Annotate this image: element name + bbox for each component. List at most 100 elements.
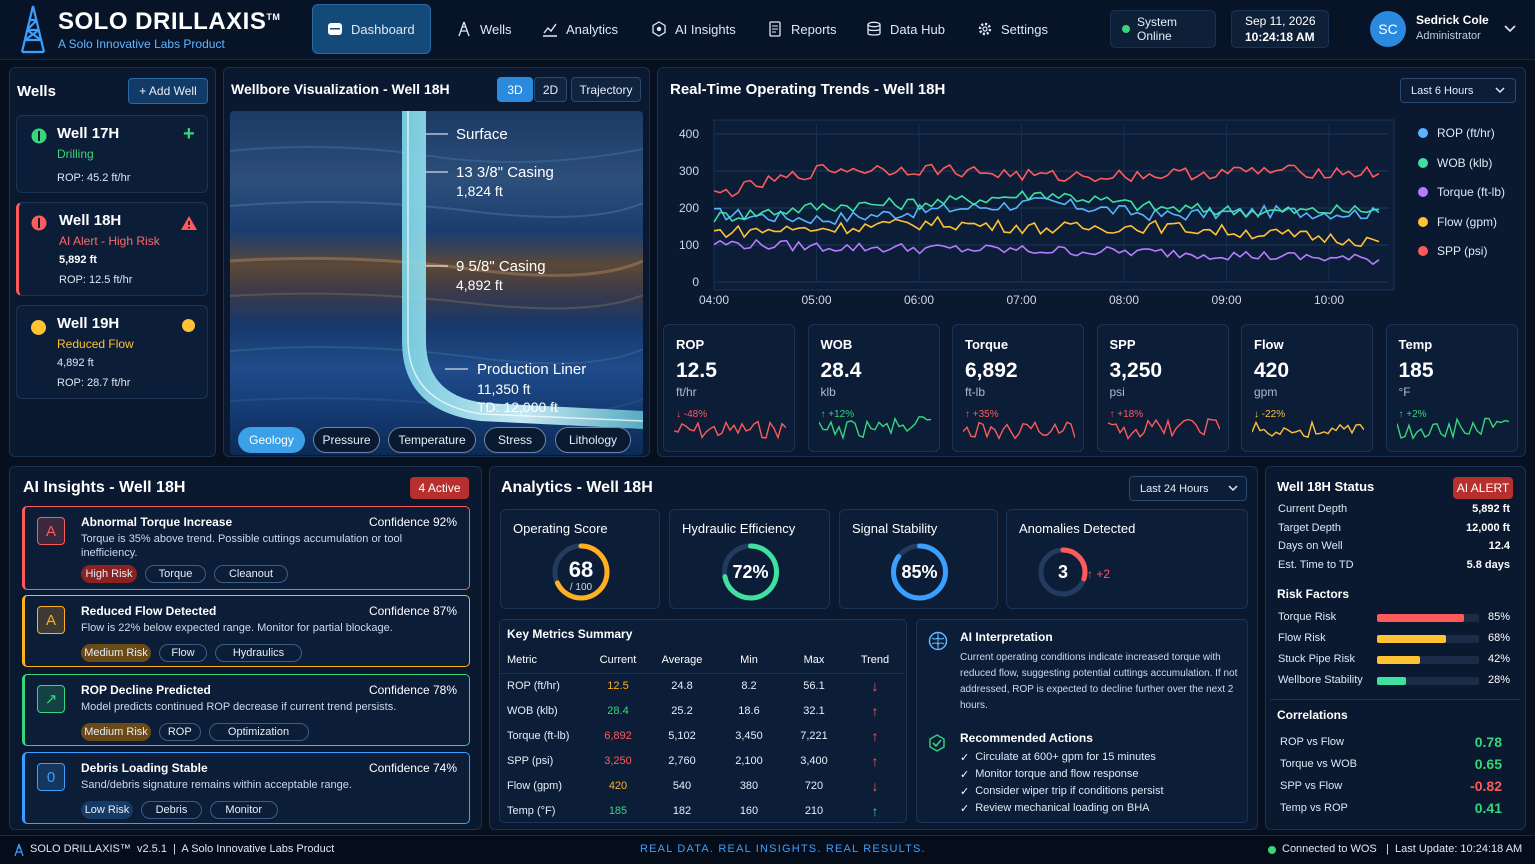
well-rop: ROP: 28.7 ft/hr	[57, 377, 131, 389]
insight-tag[interactable]: Medium Risk	[81, 723, 151, 741]
insight-tag[interactable]: Optimization	[208, 723, 309, 741]
legend-label: ROP (ft/hr)	[1437, 126, 1495, 140]
chevron-down-icon[interactable]	[1504, 24, 1516, 34]
well-card-19h[interactable]: Well 19H Reduced Flow 4,892 ft ROP: 28.7…	[16, 305, 208, 399]
table-header-cell: Min	[717, 648, 781, 674]
tab-3d[interactable]: 3D	[497, 77, 533, 102]
insight-card[interactable]: 0 Debris Loading Stable Confidence 74% Sand…	[22, 752, 470, 824]
check-icon: ✓	[960, 752, 970, 764]
insight-tag[interactable]: Flow	[159, 644, 207, 662]
insight-confidence: Confidence 92%	[368, 515, 457, 529]
gear-icon	[978, 22, 992, 36]
derrick-logo-icon	[20, 5, 46, 54]
insight-tag[interactable]: Debris	[141, 801, 202, 819]
trends-range-select[interactable]: Last 6 Hours	[1400, 78, 1516, 103]
label-casing-13-depth: 1,824 ft	[456, 183, 503, 199]
trend-chart[interactable]: 0 100 200 300 400 04:00 05:00 06:00 07:00 08:00 09…	[664, 112, 1404, 318]
table-cell: 210	[804, 804, 824, 817]
well-card-18h[interactable]: Well 18H AI Alert - High Risk 5,892 ft R…	[16, 202, 208, 296]
kpi-card-rop[interactable]: ROP 12.5 ft/hr ↓ -48%	[663, 324, 795, 452]
date-label: Sep 11, 2026	[1245, 14, 1316, 28]
kpi-card-torque[interactable]: Torque 6,892 ft-lb ↑ +35%	[952, 324, 1084, 452]
table-row[interactable]: ROP (ft/hr) 12.5 24.8 8.2 56.1 ↓	[501, 673, 903, 698]
analytics-card[interactable]: Hydraulic Efficiency 72%	[669, 509, 830, 609]
insight-tag[interactable]: ROP	[159, 723, 201, 741]
table-row[interactable]: Flow (gpm) 420 540 380 720 ↓	[501, 773, 903, 798]
app-title: SOLO DRILLAXISTM	[58, 8, 281, 35]
analytics-card-label: Hydraulic Efficiency	[682, 521, 796, 536]
gauge-value: 3	[1057, 562, 1068, 582]
tab-trajectory[interactable]: Trajectory	[571, 77, 641, 102]
nav-dashboard[interactable]: Dashboard	[312, 4, 431, 54]
risk-label: Torque Risk	[1278, 611, 1337, 623]
legend-swatch-icon	[1418, 187, 1428, 197]
kpi-unit: gpm	[1254, 385, 1278, 399]
analytics-card[interactable]: Signal Stability 85%	[839, 509, 998, 609]
layer-stress[interactable]: Stress	[484, 427, 546, 453]
avatar[interactable]: SC	[1370, 11, 1406, 47]
analytics-card[interactable]: Operating Score 68/ 100	[500, 509, 660, 609]
insight-tag[interactable]: Hydraulics	[215, 644, 302, 662]
x-tick-label: 10:00	[1314, 293, 1344, 307]
well-name: Well 17H	[57, 125, 120, 142]
kpi-card-temp[interactable]: Temp 185 °F ↑ +2%	[1385, 324, 1518, 452]
kpi-card-flow[interactable]: Flow 420 gpm ↓ -22%	[1241, 324, 1373, 452]
nav-data-hub[interactable]: Data Hub	[852, 4, 959, 54]
well-rop: ROP: 45.2 ft/hr	[57, 172, 131, 184]
well-card-17h[interactable]: Well 17H Drilling ROP: 45.2 ft/hr +	[16, 115, 208, 193]
anomaly-delta: ↑ +2	[1087, 567, 1111, 581]
risk-bar-track	[1377, 656, 1479, 664]
plus-icon[interactable]: +	[183, 123, 195, 145]
table-cell: 182	[672, 804, 692, 817]
table-row[interactable]: Torque (ft-lb) 6,892 5,102 3,450 7,221 ↑	[501, 723, 903, 748]
risk-bar-track	[1377, 614, 1479, 622]
table-row[interactable]: WOB (klb) 28.4 25.2 18.6 32.1 ↑	[501, 698, 903, 723]
table-cell: 8.2	[741, 679, 757, 692]
legend-swatch-icon	[1418, 246, 1428, 256]
status-stat-row: Est. Time to TD 5.8 days	[1278, 559, 1510, 571]
insight-type-icon: A	[37, 517, 65, 545]
layer-lithology[interactable]: Lithology	[555, 427, 631, 453]
recommended-actions-icon	[929, 734, 945, 752]
dashboard-icon	[328, 23, 342, 35]
table-row[interactable]: SPP (psi) 3,250 2,760 2,100 3,400 ↑	[501, 748, 903, 773]
analytics-range-select[interactable]: Last 24 Hours	[1129, 476, 1247, 501]
layer-pressure[interactable]: Pressure	[313, 427, 380, 453]
trends-title: Real-Time Operating Trends - Well 18H	[670, 81, 946, 98]
layer-temperature[interactable]: Temperature	[388, 427, 476, 453]
insight-card[interactable]: ↗ ROP Decline Predicted Confidence 78% Mode…	[22, 674, 470, 746]
nav-settings[interactable]: Settings	[963, 4, 1062, 54]
analytics-card[interactable]: Anomalies Detected 3 ↑ +2	[1006, 509, 1248, 609]
kpi-card-spp[interactable]: SPP 3,250 psi ↑ +18%	[1096, 324, 1229, 452]
footer: SOLO DRILLAXIS™ v2.5.1 | A Solo Innovati…	[0, 835, 1535, 864]
table-cell: 24.8	[671, 679, 693, 692]
nav-analytics[interactable]: Analytics	[528, 4, 632, 54]
kpi-sparkline	[1252, 419, 1364, 438]
table-row[interactable]: Temp (°F) 185 182 160 210 ↑	[501, 798, 903, 823]
y-tick-label: 0	[692, 275, 699, 289]
system-status-label: System Online	[1137, 15, 1178, 43]
layer-geology[interactable]: Geology	[238, 427, 305, 453]
tab-2d[interactable]: 2D	[534, 77, 567, 102]
analytics-icon	[543, 23, 557, 37]
sparkline-path	[1396, 417, 1509, 440]
insight-card[interactable]: A Abnormal Torque Increase Confidence 92% T…	[22, 506, 470, 590]
insight-tag[interactable]: Monitor	[210, 801, 278, 819]
insight-tag[interactable]: Torque	[145, 565, 206, 583]
add-well-button[interactable]: + Add Well	[128, 78, 208, 104]
table-cell: 56.1	[803, 679, 825, 692]
table-cell: 720	[804, 779, 824, 792]
insight-tag[interactable]: Cleanout	[214, 565, 288, 583]
nav-reports[interactable]: Reports	[753, 4, 851, 54]
insight-tag[interactable]: Medium Risk	[81, 644, 151, 662]
y-tick-label: 100	[679, 238, 699, 252]
insight-card[interactable]: A Reduced Flow Detected Confidence 87% Flow…	[22, 595, 470, 667]
nav-ai-insights[interactable]: AI Insights	[637, 4, 750, 54]
kpi-card-wob[interactable]: WOB 28.4 klb ↑ +12%	[807, 324, 940, 452]
trend-arrow-icon: ↑	[871, 752, 879, 769]
correlation-label: SPP vs Flow	[1280, 780, 1343, 792]
wellbore-3d-view[interactable]	[230, 111, 643, 455]
insight-tag[interactable]: Low Risk	[81, 801, 133, 819]
nav-wells[interactable]: Wells	[442, 4, 526, 54]
insight-tag[interactable]: High Risk	[81, 565, 137, 583]
